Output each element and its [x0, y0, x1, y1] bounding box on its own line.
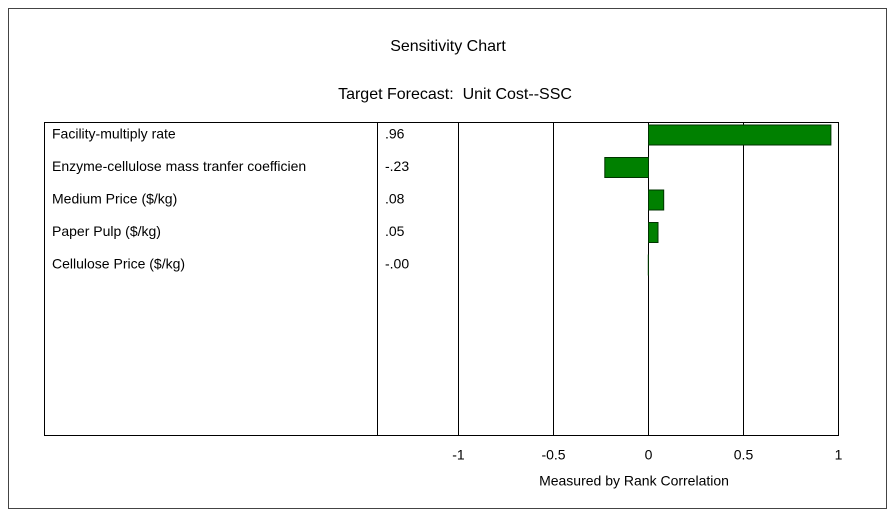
bar: [648, 189, 665, 211]
category-label: Paper Pulp ($/kg): [52, 223, 161, 239]
x-tick-label: -0.5: [541, 447, 565, 463]
bar: [648, 124, 832, 146]
chart-title: Sensitivity Chart: [390, 38, 506, 55]
value-label: -.00: [385, 256, 409, 272]
category-label: Enzyme-cellulose mass tranfer coefficien: [52, 158, 306, 174]
frame: [8, 8, 887, 509]
category-label: Medium Price ($/kg): [52, 191, 177, 207]
category-label: Cellulose Price ($/kg): [52, 256, 185, 272]
chart-subtitle: Target Forecast: Unit Cost--SSC: [338, 86, 572, 103]
bar: [604, 157, 649, 178]
bar: [648, 222, 659, 243]
category-label: Facility-multiply rate: [52, 126, 176, 142]
x-tick-label: -1: [452, 447, 465, 463]
x-tick-label: 0: [645, 447, 653, 463]
value-label: .96: [385, 126, 405, 142]
x-axis-label: Measured by Rank Correlation: [539, 473, 729, 489]
value-label: .05: [385, 223, 405, 239]
x-tick-label: 1: [835, 447, 843, 463]
x-tick-label: 0.5: [734, 447, 754, 463]
value-label: .08: [385, 191, 405, 207]
value-label: -.23: [385, 158, 409, 174]
